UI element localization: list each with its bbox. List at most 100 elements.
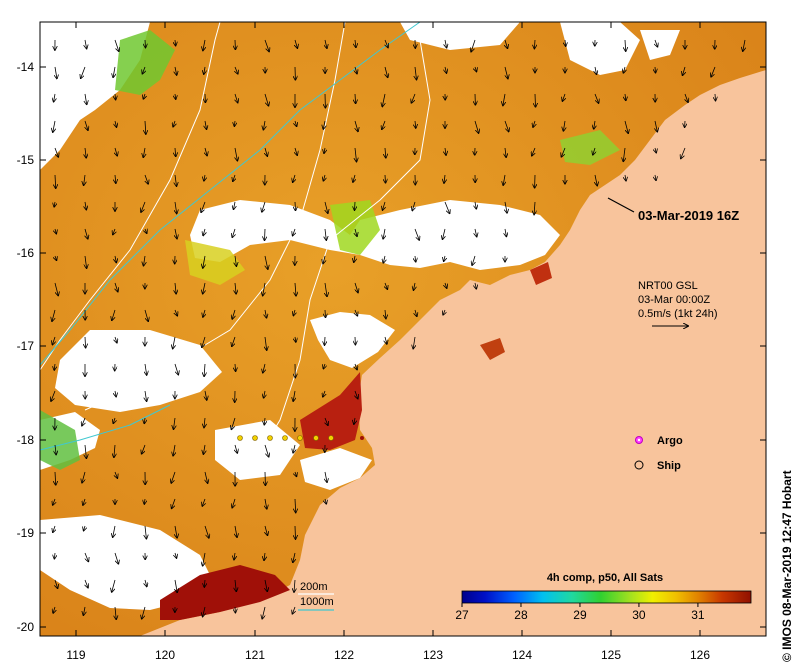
plot-area <box>40 22 766 636</box>
current-vector-arrow <box>141 201 146 212</box>
current-vector-arrow <box>204 66 205 74</box>
current-vector-arrow <box>144 417 145 423</box>
current-vector-arrow <box>83 606 85 615</box>
lon-tick-label: 122 <box>334 648 354 662</box>
current-vector-arrow <box>623 147 625 161</box>
current-vector-arrow <box>54 147 58 157</box>
current-vector-arrow <box>383 255 385 263</box>
current-vector-arrow <box>655 120 657 132</box>
current-vector-arrow <box>475 66 477 72</box>
current-vector-arrow <box>175 66 177 75</box>
current-vector-arrow <box>85 147 86 158</box>
timestamp-pointer <box>607 197 635 213</box>
current-vector-arrow <box>475 228 477 237</box>
current-vector-arrow <box>683 66 686 75</box>
current-vector-arrow <box>235 579 236 591</box>
current-vector-arrow <box>294 579 295 592</box>
current-vector-arrow <box>295 201 296 210</box>
current-vector-arrow <box>205 471 208 483</box>
current-vector-arrow <box>203 282 205 294</box>
current-vector-arrow <box>84 174 85 185</box>
current-vector-arrow <box>142 66 145 74</box>
current-vector-arrow <box>505 39 508 48</box>
current-vector-arrow <box>565 39 566 46</box>
current-vector-arrow <box>53 498 55 505</box>
current-vector-arrow <box>145 229 147 233</box>
ship-label: Ship <box>657 460 681 472</box>
current-vector-arrow <box>503 93 505 106</box>
current-vector-arrow <box>534 201 535 215</box>
current-vector-arrow <box>323 174 325 181</box>
current-vector-arrow <box>265 525 268 535</box>
lon-tick-label: 120 <box>155 648 175 662</box>
colorbar-tick-label: 30 <box>632 608 646 622</box>
current-vector-arrow <box>325 39 327 48</box>
current-vector-arrow <box>415 120 416 128</box>
current-vector-arrow <box>263 120 265 130</box>
current-vector-arrow <box>355 120 358 131</box>
current-vector-arrow <box>55 579 58 588</box>
current-vector-arrow <box>355 309 357 316</box>
current-vector-arrow <box>385 309 386 319</box>
current-vector-arrow <box>655 39 658 47</box>
current-vector-arrow <box>355 228 357 236</box>
current-vector-arrow <box>445 39 447 48</box>
current-vector-arrow <box>112 309 116 320</box>
current-vector-arrow <box>52 336 55 345</box>
current-vector-arrow <box>625 174 626 181</box>
current-vector-arrow <box>113 417 115 423</box>
current-vector-arrow <box>595 174 597 186</box>
current-vector-arrow <box>54 552 55 559</box>
current-vector-arrow <box>265 579 267 591</box>
current-vector-arrow <box>115 93 116 100</box>
current-vector-arrow <box>142 444 146 454</box>
current-vector-arrow <box>54 201 55 207</box>
current-vector-arrow <box>55 256 57 260</box>
coast-point <box>360 436 364 440</box>
current-vector-arrow <box>264 552 265 560</box>
current-vector-arrow <box>233 174 235 181</box>
current-vector-arrow <box>353 174 355 182</box>
current-vector-arrow <box>235 66 238 74</box>
current-vector-arrow <box>505 228 506 237</box>
current-vector-arrow <box>112 579 116 592</box>
current-vector-arrow <box>295 120 297 126</box>
current-vector-arrow <box>383 228 385 239</box>
current-vector-arrow <box>235 255 236 266</box>
colorbar-ticks: 27 28 29 30 31 <box>455 603 705 622</box>
current-vector-arrow <box>681 147 686 159</box>
current-vector-arrow <box>205 120 207 129</box>
current-vector-arrow <box>685 93 688 102</box>
current-vector-arrow <box>202 498 205 506</box>
current-vector-arrow <box>204 525 209 538</box>
current-vector-arrow <box>51 390 56 401</box>
current-vector-arrow <box>234 120 235 126</box>
current-vector-arrow <box>445 147 446 155</box>
current-vector-arrow <box>504 120 509 132</box>
lon-tick-label: 126 <box>690 648 710 662</box>
current-vector-arrow <box>204 579 205 587</box>
lat-tick-label: -14 <box>17 60 35 74</box>
current-vector-arrow <box>385 147 386 158</box>
current-vector-arrow <box>175 201 177 214</box>
plot-frame <box>39 21 767 637</box>
current-vector-arrow <box>562 93 565 101</box>
current-vector-arrow <box>235 444 237 453</box>
current-vector-arrow <box>175 39 176 46</box>
current-vector-arrow <box>354 255 355 262</box>
current-vector-arrow <box>85 255 87 268</box>
current-vector-arrow <box>355 93 356 103</box>
current-vector-arrow <box>81 66 86 78</box>
current-vector-arrow <box>505 66 508 79</box>
current-legend-line3: 0.5m/s (1kt 24h) <box>638 308 717 320</box>
current-vector-arrow <box>295 282 296 296</box>
current-vector-arrow <box>293 309 295 316</box>
current-vector-arrow <box>264 390 265 398</box>
current-vector-arrow <box>234 201 236 209</box>
current-vector-arrow <box>265 228 266 240</box>
current-vector-arrow <box>655 147 656 153</box>
lat-tick-label: -20 <box>17 620 35 634</box>
current-vector-arrow <box>355 363 357 370</box>
current-vector-arrow <box>325 282 327 296</box>
colorbar <box>461 590 752 604</box>
